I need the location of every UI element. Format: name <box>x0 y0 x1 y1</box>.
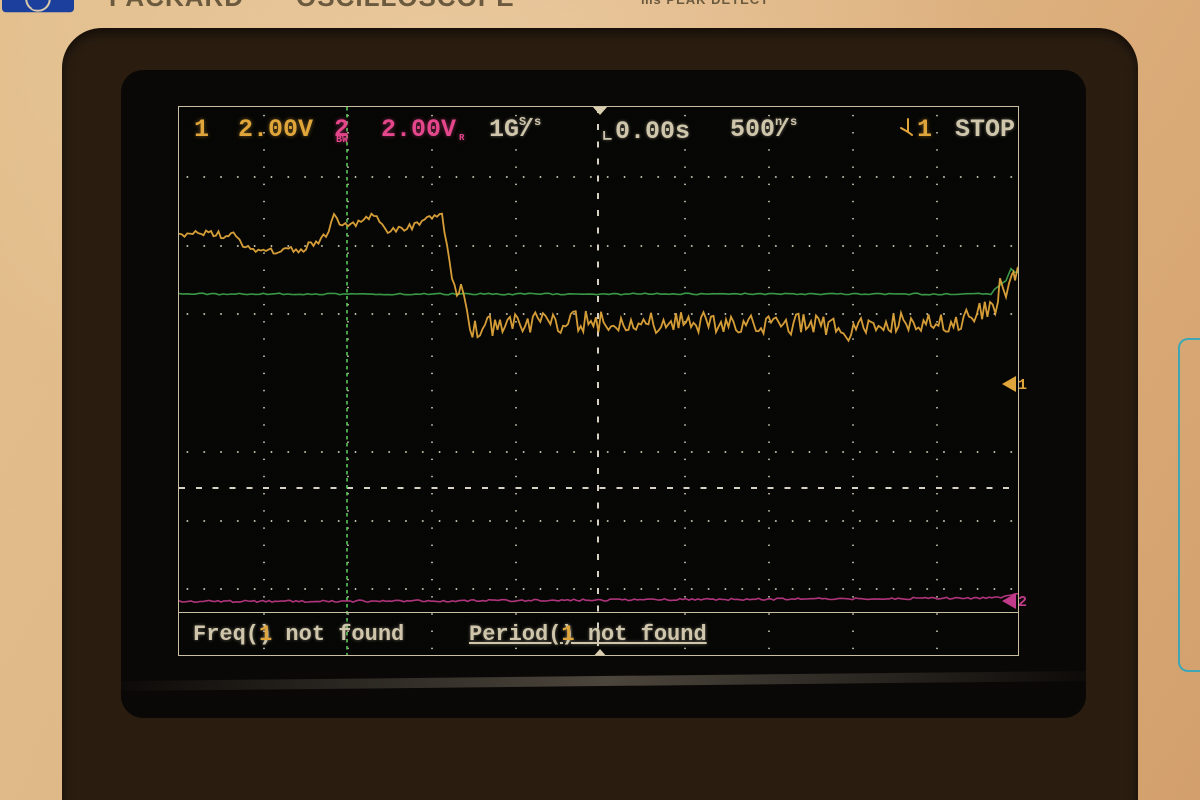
svg-text:1: 1 <box>1018 377 1027 394</box>
svg-text:2: 2 <box>1018 594 1027 611</box>
